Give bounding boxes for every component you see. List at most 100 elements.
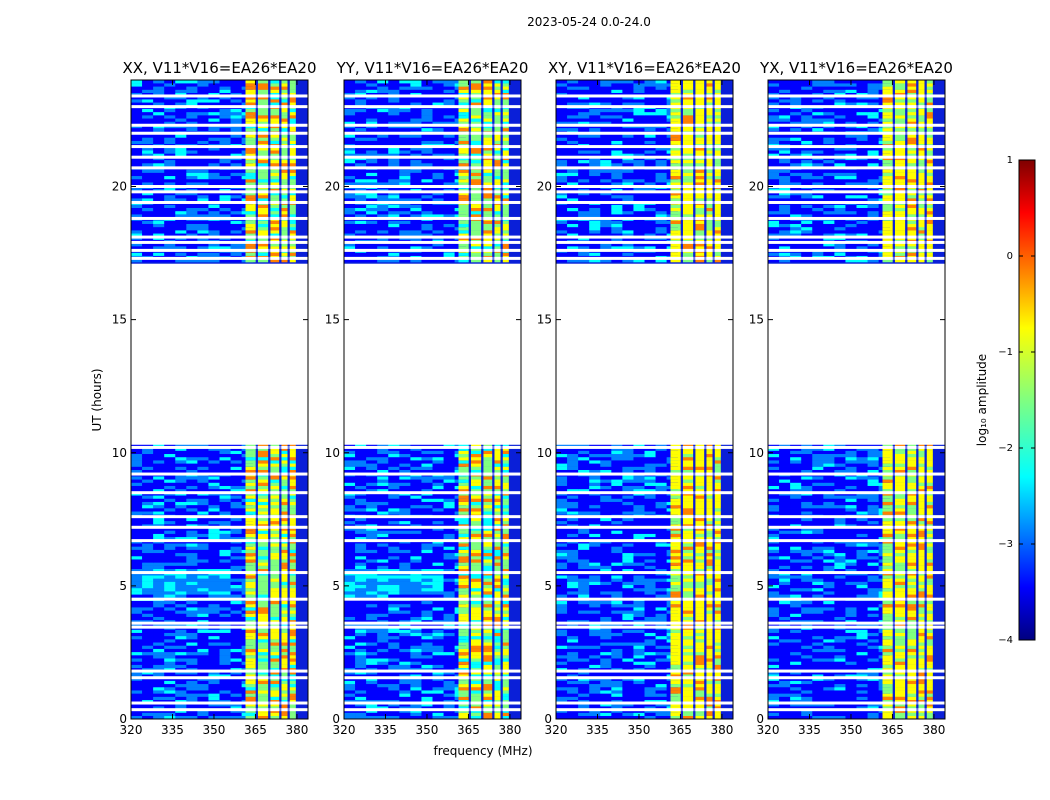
heatmap-cell	[186, 651, 198, 656]
heatmap-cell	[142, 242, 154, 247]
heatmap-cell	[355, 501, 367, 506]
heatmap-cell	[388, 683, 400, 688]
heatmap-cell	[483, 508, 493, 512]
heatmap-cell	[714, 687, 721, 691]
heatmap-cell	[633, 690, 645, 694]
heatmap-cell	[175, 476, 187, 480]
heatmap-cell	[578, 674, 590, 678]
heatmap-cell	[644, 696, 656, 701]
heatmap-cell	[377, 562, 389, 566]
heatmap-cell	[502, 632, 509, 637]
heatmap-cell	[470, 134, 482, 138]
heatmap-cell	[186, 488, 198, 493]
heatmap-cell	[270, 463, 280, 467]
heatmap-cell	[208, 645, 220, 649]
heatmap-cell	[366, 603, 378, 608]
heatmap-cell	[399, 479, 411, 483]
heatmap-cell	[186, 645, 198, 649]
heatmap-cell	[366, 508, 378, 512]
heatmap-cell	[443, 635, 455, 640]
heatmap-cell	[208, 466, 220, 470]
heatmap-cell	[245, 214, 256, 218]
heatmap-cell	[410, 140, 422, 145]
heatmap-cell	[355, 655, 367, 659]
heatmap-cell	[186, 169, 198, 173]
heatmap-cell	[281, 226, 288, 231]
heatmap-cell	[355, 450, 367, 455]
heatmap-cell	[483, 108, 493, 113]
heatmap-cell	[502, 696, 509, 701]
heatmap-cell	[142, 175, 154, 180]
heatmap-cell	[219, 680, 231, 685]
heatmap-cell	[197, 89, 209, 93]
heatmap-cell	[230, 648, 242, 653]
heatmap-cell	[197, 252, 209, 256]
heatmap-cell	[270, 137, 280, 141]
heatmap-cell	[432, 703, 444, 707]
heatmap-cell	[219, 466, 231, 470]
heatmap-cell	[458, 530, 469, 534]
heatmap-cell	[142, 99, 154, 103]
heatmap-cell	[186, 696, 198, 701]
heatmap-cell	[186, 214, 198, 218]
heatmap-cell	[502, 150, 509, 154]
heatmap-cell	[153, 543, 165, 547]
heatmap-cell	[355, 102, 367, 106]
heatmap-cell	[281, 153, 288, 157]
heatmap-cell	[483, 635, 493, 640]
heatmap-cell	[633, 683, 645, 688]
heatmap-cell	[281, 121, 288, 125]
heatmap-cell	[289, 89, 296, 93]
heatmap-cell	[421, 613, 433, 617]
heatmap-cell	[388, 655, 400, 659]
heatmap-cell	[344, 159, 356, 164]
heatmap-cell	[366, 536, 378, 541]
heatmap-cell	[175, 127, 187, 132]
heatmap-cell	[399, 460, 411, 464]
heatmap-cell	[164, 712, 176, 717]
heatmap-cell	[377, 469, 389, 474]
heatmap-cell	[502, 517, 509, 522]
heatmap-cell	[502, 179, 509, 183]
heatmap-cell	[245, 115, 256, 119]
heatmap-cell	[611, 674, 623, 678]
heatmap-cell	[410, 639, 422, 643]
heatmap-cell	[458, 485, 469, 490]
heatmap-cell	[289, 639, 296, 643]
heatmap-cell	[164, 687, 176, 691]
heatmap-cell	[494, 661, 501, 665]
heatmap-cell	[443, 687, 455, 691]
heatmap-cell	[270, 80, 280, 84]
heatmap-cell	[432, 508, 444, 512]
heatmap-cell	[443, 233, 455, 237]
heatmap-cell	[483, 607, 493, 611]
heatmap-cell	[208, 163, 220, 167]
heatmap-cell	[208, 179, 220, 183]
heatmap-cell	[131, 447, 143, 451]
heatmap-cell	[344, 191, 356, 196]
heatmap-cell	[245, 498, 256, 502]
heatmap-cell	[175, 460, 187, 464]
heatmap-cell	[344, 511, 356, 515]
y-tick-label: 5	[119, 579, 127, 593]
heatmap-cell	[458, 89, 469, 93]
heatmap-cell	[470, 664, 482, 669]
heatmap-cell	[142, 457, 154, 461]
heatmap-cell	[494, 153, 501, 157]
heatmap-cell	[131, 198, 143, 202]
heatmap-cell	[175, 169, 187, 173]
heatmap-cell	[458, 460, 469, 464]
heatmap-cell	[502, 115, 509, 119]
heatmap-cell	[219, 89, 231, 93]
heatmap-cell	[208, 635, 220, 640]
heatmap-cell	[388, 252, 400, 256]
heatmap-cell	[289, 504, 296, 509]
heatmap-cell	[421, 543, 433, 547]
heatmap-cell	[399, 207, 411, 212]
heatmap-cell	[219, 485, 231, 490]
heatmap-cell	[281, 108, 288, 113]
heatmap-cell	[197, 565, 209, 570]
heatmap-cell	[153, 642, 165, 646]
heatmap-cell	[443, 134, 455, 138]
heatmap-cell	[131, 600, 143, 605]
